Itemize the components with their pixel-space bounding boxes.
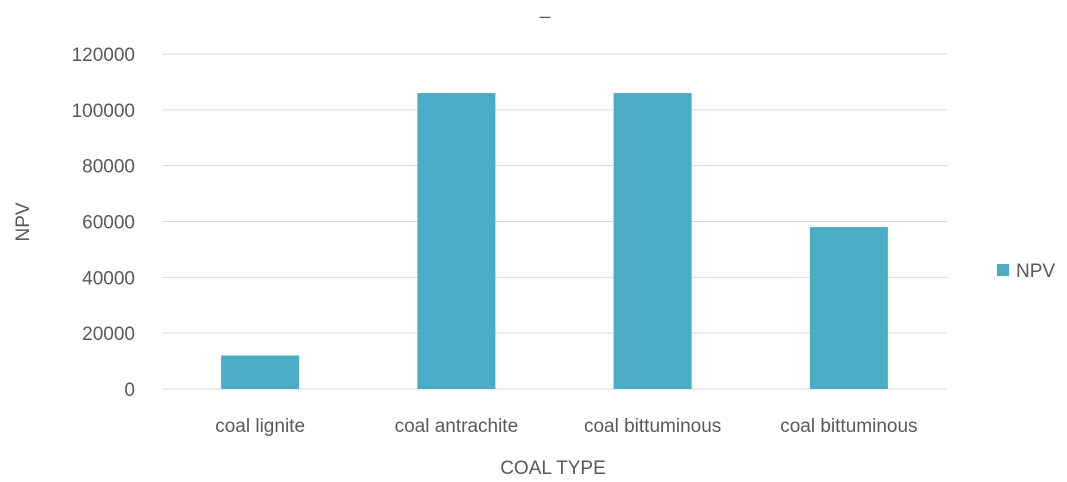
x-tick-label: coal bittuminous (584, 416, 721, 437)
x-tick-label: coal antrachite (395, 416, 519, 437)
bar (417, 93, 496, 389)
y-axis-ticks: 0 20000 40000 60000 80000 100000 120000 (72, 45, 135, 401)
bar (221, 355, 300, 389)
legend-swatch-npv (997, 264, 1009, 276)
y-tick-label: 0 (124, 380, 135, 401)
y-tick-label: 100000 (72, 101, 135, 122)
x-tick-label: coal lignite (215, 416, 305, 437)
bar (613, 93, 692, 389)
legend: NPV (997, 261, 1055, 282)
x-tick-label: coal bittuminous (780, 416, 917, 437)
y-tick-label: 120000 (72, 45, 135, 66)
bars (221, 93, 888, 389)
y-tick-label: 40000 (82, 268, 135, 289)
y-tick-label: 60000 (82, 213, 135, 234)
y-axis-title: NPV (13, 202, 34, 241)
x-axis-ticks: coal lignite coal antrachite coal bittumin… (215, 416, 917, 437)
gridlines (162, 53, 947, 390)
legend-label-npv: NPV (1016, 261, 1055, 282)
y-tick-label: 80000 (82, 157, 135, 178)
bar (809, 227, 888, 389)
y-tick-label: 20000 (82, 324, 135, 345)
x-axis-title: COAL TYPE (500, 458, 606, 477)
chart-title: _ (539, 0, 551, 19)
